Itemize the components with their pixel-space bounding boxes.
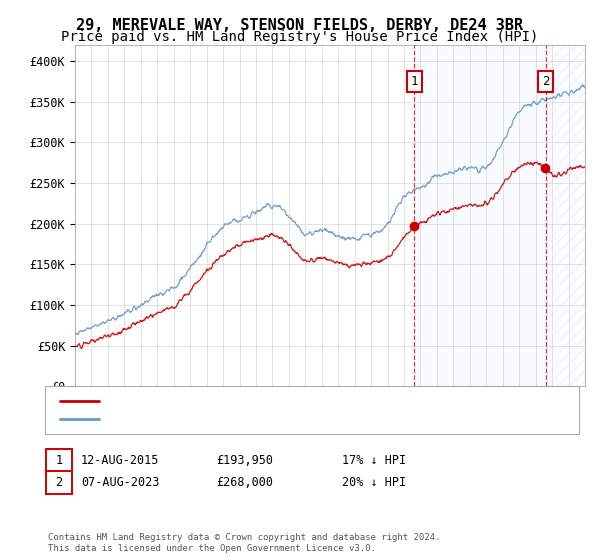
Text: 07-AUG-2023: 07-AUG-2023	[81, 476, 160, 489]
Text: Contains HM Land Registry data © Crown copyright and database right 2024.
This d: Contains HM Land Registry data © Crown c…	[48, 533, 440, 553]
Text: 12-AUG-2015: 12-AUG-2015	[81, 454, 160, 467]
Text: Price paid vs. HM Land Registry's House Price Index (HPI): Price paid vs. HM Land Registry's House …	[61, 30, 539, 44]
Text: 17% ↓ HPI: 17% ↓ HPI	[342, 454, 406, 467]
Text: HPI: Average price, detached house, South Derbyshire: HPI: Average price, detached house, Sout…	[105, 414, 417, 424]
Text: 1: 1	[410, 75, 418, 88]
Text: 29, MEREVALE WAY, STENSON FIELDS, DERBY, DE24 3BR (detached house): 29, MEREVALE WAY, STENSON FIELDS, DERBY,…	[105, 396, 501, 406]
Text: £193,950: £193,950	[216, 454, 273, 467]
Text: £268,000: £268,000	[216, 476, 273, 489]
Text: 20% ↓ HPI: 20% ↓ HPI	[342, 476, 406, 489]
Text: 29, MEREVALE WAY, STENSON FIELDS, DERBY, DE24 3BR: 29, MEREVALE WAY, STENSON FIELDS, DERBY,…	[76, 18, 524, 33]
Text: 2: 2	[56, 476, 62, 489]
Text: 2: 2	[542, 75, 549, 88]
Bar	[414, 45, 545, 386]
Text: 1: 1	[56, 454, 62, 467]
